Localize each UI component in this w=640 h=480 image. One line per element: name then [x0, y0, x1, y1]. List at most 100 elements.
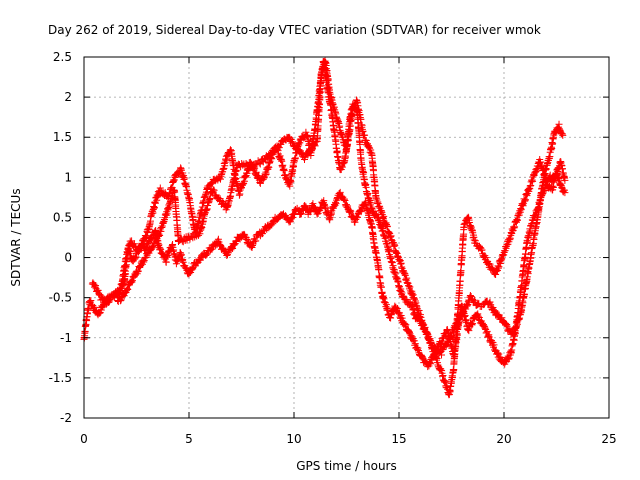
- data-point: [505, 355, 513, 363]
- data-point: [438, 351, 446, 359]
- data-point: [340, 195, 348, 203]
- data-point: [503, 322, 511, 330]
- data-point: [286, 134, 294, 142]
- data-point: [148, 244, 156, 252]
- data-point: [134, 268, 142, 276]
- data-point: [478, 246, 486, 254]
- data-point: [488, 265, 496, 273]
- x-tick-label: 0: [80, 432, 88, 446]
- data-point: [366, 144, 374, 152]
- y-tick-label: -0.5: [49, 291, 72, 305]
- y-tick-label: 0: [64, 251, 72, 265]
- data-point: [469, 320, 476, 328]
- data-point: [216, 174, 224, 182]
- data-point: [402, 321, 410, 329]
- data-point: [347, 110, 355, 118]
- data-point: [260, 174, 268, 182]
- data-point: [497, 354, 505, 362]
- data-point: [486, 260, 494, 268]
- data-point: [287, 215, 295, 223]
- y-tick-label: -1: [60, 331, 72, 345]
- data-point: [156, 184, 164, 192]
- data-point: [415, 307, 423, 315]
- data-point: [268, 150, 276, 158]
- data-point: [208, 245, 216, 253]
- data-point: [195, 231, 203, 239]
- data-point: [89, 302, 97, 310]
- data-point: [311, 142, 319, 150]
- data-point: [275, 144, 283, 152]
- data-point: [357, 208, 365, 216]
- data-point: [461, 220, 469, 228]
- data-point: [347, 207, 355, 215]
- data-markers: [80, 57, 569, 399]
- data-point: [338, 163, 346, 171]
- data-point: [230, 241, 238, 249]
- data-point: [156, 244, 164, 252]
- data-point: [117, 296, 125, 304]
- y-tick-label: 1.5: [53, 130, 72, 144]
- data-point: [152, 237, 160, 245]
- x-tick-label: 25: [601, 432, 616, 446]
- data-point: [457, 267, 465, 275]
- data-point: [116, 297, 124, 305]
- data-point: [486, 298, 494, 306]
- data-point: [512, 323, 520, 331]
- data-point: [548, 144, 556, 152]
- data-point: [398, 314, 406, 322]
- y-tick-label: 0.5: [53, 210, 72, 224]
- data-point: [308, 146, 316, 154]
- data-point: [210, 186, 218, 194]
- data-point: [336, 188, 344, 196]
- data-point: [142, 234, 150, 242]
- data-point: [465, 327, 473, 335]
- data-point: [296, 211, 304, 219]
- data-point: [322, 204, 329, 212]
- data-point: [381, 299, 389, 307]
- data-point: [128, 277, 136, 285]
- x-tick-label: 5: [185, 432, 193, 446]
- data-point: [296, 139, 304, 147]
- data-point: [149, 243, 157, 251]
- y-tick-label: 2: [64, 90, 72, 104]
- data-point: [394, 308, 402, 316]
- data-point: [127, 277, 135, 285]
- data-point: [393, 305, 401, 313]
- data-point: [494, 349, 502, 357]
- data-point: [495, 350, 503, 358]
- data-point: [229, 245, 237, 253]
- data-point: [392, 303, 400, 311]
- data-point: [401, 322, 409, 330]
- data-point: [230, 241, 238, 249]
- data-point: [289, 138, 297, 146]
- data-point: [490, 341, 498, 349]
- x-tick-label: 20: [496, 432, 511, 446]
- data-point: [511, 327, 519, 335]
- data-point: [559, 131, 567, 139]
- chart-title: Day 262 of 2019, Sidereal Day-to-day VTE…: [48, 23, 541, 37]
- data-point: [413, 346, 421, 354]
- y-tick-label: 2.5: [53, 50, 72, 64]
- data-point: [561, 176, 569, 184]
- data-point: [226, 146, 234, 154]
- data-point: [116, 285, 124, 293]
- data-point: [232, 238, 240, 246]
- data-point: [474, 312, 482, 320]
- data-point: [406, 328, 413, 336]
- data-point: [140, 258, 148, 266]
- data-point: [332, 200, 340, 208]
- data-point: [466, 291, 474, 299]
- data-point: [483, 259, 491, 267]
- data-point: [331, 201, 339, 209]
- data-point: [502, 319, 510, 327]
- data-point: [128, 278, 136, 286]
- data-point: [463, 302, 471, 310]
- data-point: [153, 236, 161, 244]
- data-point: [411, 340, 419, 348]
- data-point: [117, 280, 125, 288]
- data-point: [294, 143, 301, 151]
- series-trace-spikes: [114, 57, 569, 399]
- axis-ticks: -2 -1.5 -1 -0.5 0 0.5 1 1.5 2 2.5 0 5 10 15 20 25: [49, 50, 617, 446]
- data-point: [302, 128, 310, 136]
